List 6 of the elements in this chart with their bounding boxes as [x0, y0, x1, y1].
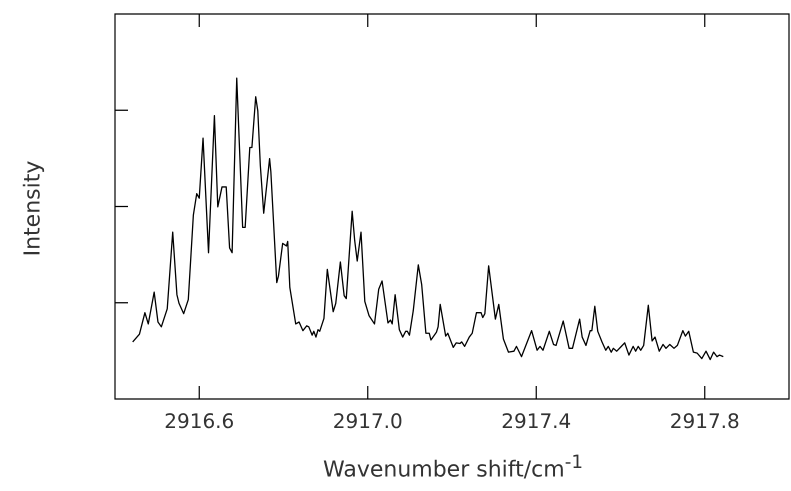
x-tick-label: 2916.6	[164, 409, 234, 434]
x-tick-label: 2917.4	[501, 409, 572, 434]
x-tick-label: 2917.0	[332, 409, 403, 434]
x-axis-title: Wavenumber shift/cm$^{-1}$	[322, 452, 584, 482]
y-axis-title: Intensity	[20, 160, 46, 258]
x-tick-label: 2917.8	[670, 409, 740, 434]
